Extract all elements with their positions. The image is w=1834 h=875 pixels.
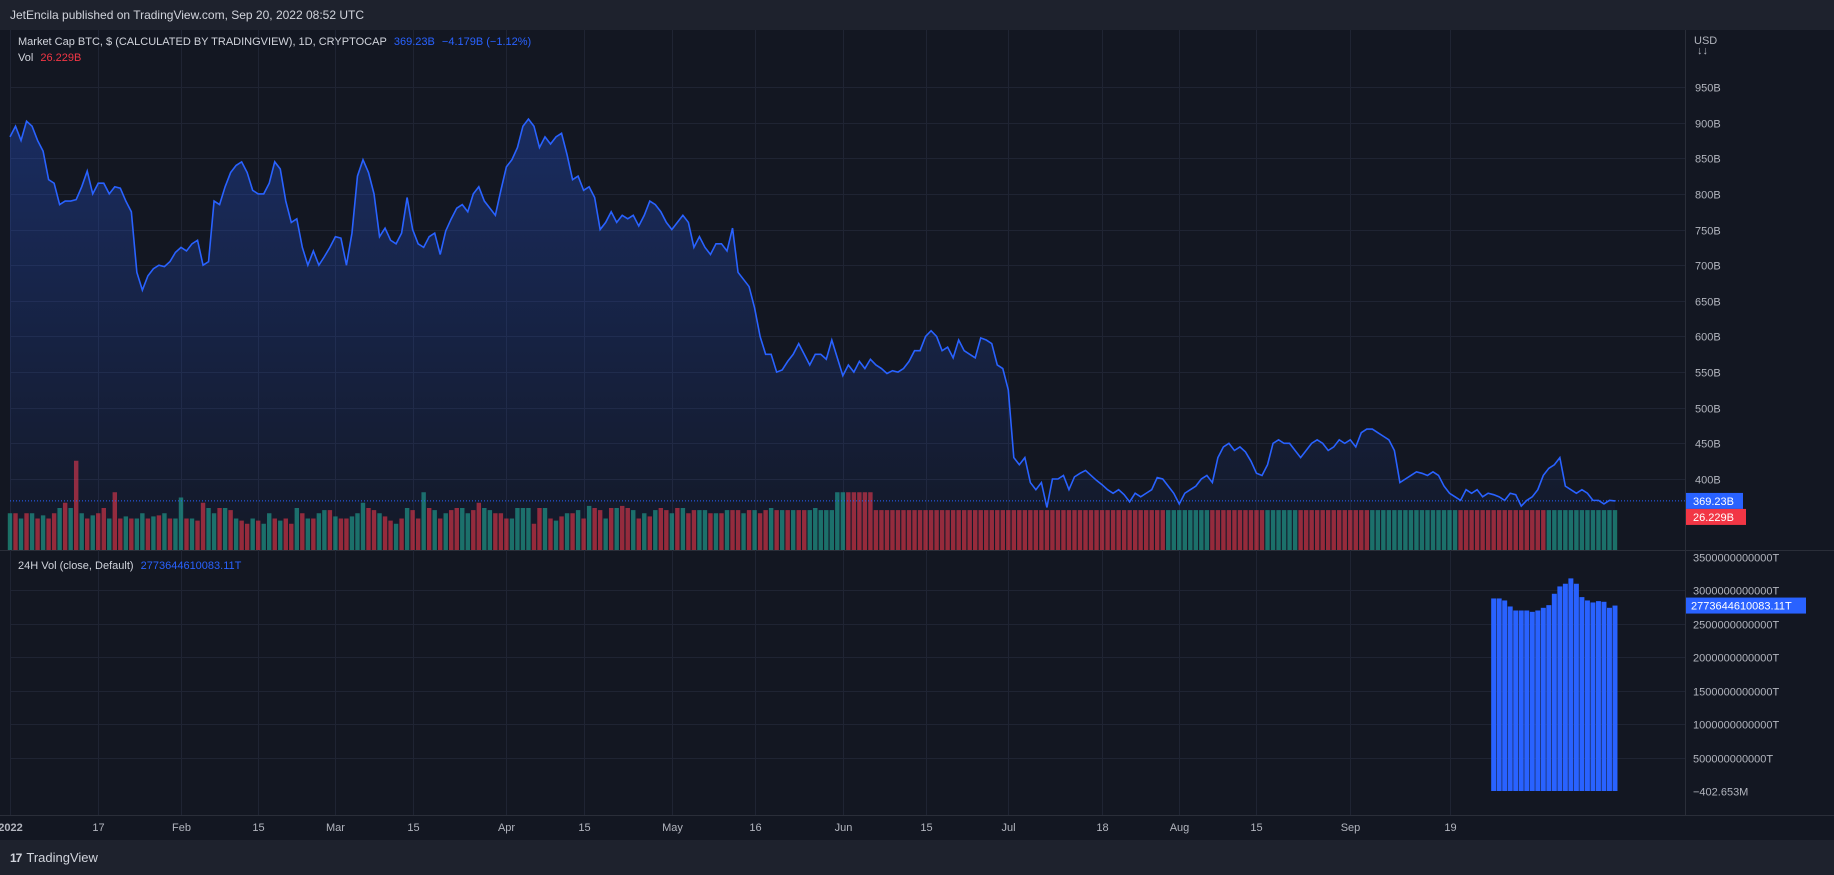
indicator-axis-label: 2500000000000T [1693, 620, 1780, 632]
time-axis-label: 19 [1444, 822, 1456, 834]
publish-header: JetEncila published on TradingView.com, … [0, 0, 1834, 30]
indicator-bar [1535, 610, 1541, 791]
indicator-bar [1573, 583, 1579, 791]
price-axis-label: 450B [1695, 439, 1721, 451]
tradingview-icon: 17 [10, 850, 22, 865]
price-axis-label: 900B [1695, 119, 1721, 131]
time-axis-label: 16 [749, 822, 761, 834]
publish-info: JetEncila published on TradingView.com, … [10, 8, 364, 22]
indicator-bar [1568, 578, 1574, 791]
price-axis-label: 700B [1695, 261, 1721, 273]
currency-arrows: ↓↓ [1697, 45, 1708, 57]
indicator-title: 24H Vol (close, Default) [18, 560, 134, 572]
indicator-bar [1607, 607, 1612, 791]
time-axis-label: 15 [407, 822, 419, 834]
last-price-badge [1686, 492, 1743, 509]
indicator-bar [1612, 605, 1618, 791]
time-axis-label: Feb [172, 822, 191, 834]
price-axis-label: 950B [1695, 83, 1721, 95]
last-price-badge-text: 369.23B [1693, 496, 1734, 508]
volume-label: Vol [18, 52, 34, 64]
indicator-bar [1601, 601, 1607, 791]
time-axis-label: Sep [1341, 822, 1361, 834]
time-axis-label: Jul [1001, 822, 1015, 834]
time-axis-label: 17 [92, 822, 104, 834]
indicator-bar [1491, 598, 1497, 791]
main-series-legend[interactable]: Market Cap BTC, $ (CALCULATED BY TRADING… [18, 36, 535, 48]
price-axis-label: 750B [1695, 226, 1721, 238]
price-axis-label: 550B [1695, 368, 1721, 380]
time-axis-label: May [662, 822, 683, 834]
indicator-bar [1590, 602, 1596, 791]
indicator-bar [1529, 611, 1535, 791]
indicator-bar [1502, 600, 1508, 791]
time-axis-label: 15 [1250, 822, 1262, 834]
indicator-bar [1518, 610, 1524, 791]
chart-canvas[interactable]: 950B 900B 850B 800B 750B 700B 650B 600B 550B 500B… [0, 30, 1834, 840]
volume-bar [7, 513, 13, 550]
indicator-legend[interactable]: 24H Vol (close, Default) 2773644610083.1… [18, 560, 245, 572]
indicator-badge-text: 2773644610083.11T [1691, 601, 1792, 613]
time-axis-label: Jun [835, 822, 853, 834]
price-axis-label: 800B [1695, 190, 1721, 202]
time-axis-label: Apr [498, 822, 515, 834]
area-fill [10, 119, 1615, 550]
time-axis-label: 15 [578, 822, 590, 834]
currency-label: USD [1694, 35, 1717, 47]
brand-name: TradingView [26, 850, 98, 865]
footer-bar: 17 TradingView [0, 840, 1834, 875]
time-axis-label: 2022 [0, 822, 23, 834]
indicator-bar [1546, 605, 1552, 791]
time-axis-label: 15 [252, 822, 264, 834]
chart-frame[interactable]: 950B 900B 850B 800B 750B 700B 650B 600B 550B 500B… [0, 30, 1834, 840]
indicator-axis-label: 1500000000000T [1693, 687, 1780, 699]
indicator-axis-label: 3000000000000T [1693, 586, 1780, 598]
series-change: −4.179B (−1.12%) [441, 36, 532, 48]
indicator-bar [1579, 597, 1585, 791]
indicator-bar [1513, 610, 1519, 791]
price-axis-label: 500B [1695, 404, 1721, 416]
price-axis-label: 850B [1695, 154, 1721, 166]
time-axis-label: Aug [1170, 822, 1190, 834]
indicator-bar [1496, 598, 1502, 791]
indicator-axis-label: 500000000000T [1693, 754, 1773, 766]
time-axis-label: 15 [920, 822, 932, 834]
series-title: Market Cap BTC, $ (CALCULATED BY TRADING… [18, 36, 387, 48]
price-axis-label: 600B [1695, 332, 1721, 344]
price-line [9, 117, 1616, 508]
indicator-bar [1562, 583, 1568, 791]
indicator-bar [1595, 601, 1601, 791]
price-axis-label: 650B [1695, 297, 1721, 309]
volume-value: 26.229B [40, 52, 82, 64]
indicator-bar [1584, 600, 1590, 791]
volume-badge [1686, 508, 1746, 525]
indicator-axis-label: 2000000000000T [1693, 653, 1780, 665]
volume-badge-text: 26.229B [1693, 512, 1734, 524]
time-axis-label: 18 [1096, 822, 1108, 834]
indicator-bar [1524, 610, 1530, 791]
indicator-bars [1491, 578, 1618, 791]
series-last-value: 369.23B [393, 36, 435, 48]
price-axis-label: 400B [1695, 475, 1721, 487]
indicator-bar [1540, 607, 1546, 791]
indicator-bar [1557, 586, 1563, 791]
volume-legend[interactable]: Vol 26.229B [18, 52, 85, 64]
time-axis-label: Mar [326, 822, 345, 834]
indicator-bar [1507, 606, 1513, 791]
indicator-bar [1551, 593, 1557, 791]
tradingview-logo[interactable]: 17 TradingView [10, 850, 98, 865]
indicator-axis-label: 1000000000000T [1693, 720, 1780, 732]
indicator-value: 2773644610083.11T [140, 560, 242, 572]
indicator-axis-label: −402.653M [1693, 787, 1748, 799]
indicator-axis-label: 3500000000000T [1693, 553, 1780, 565]
indicator-badge [1686, 597, 1806, 614]
